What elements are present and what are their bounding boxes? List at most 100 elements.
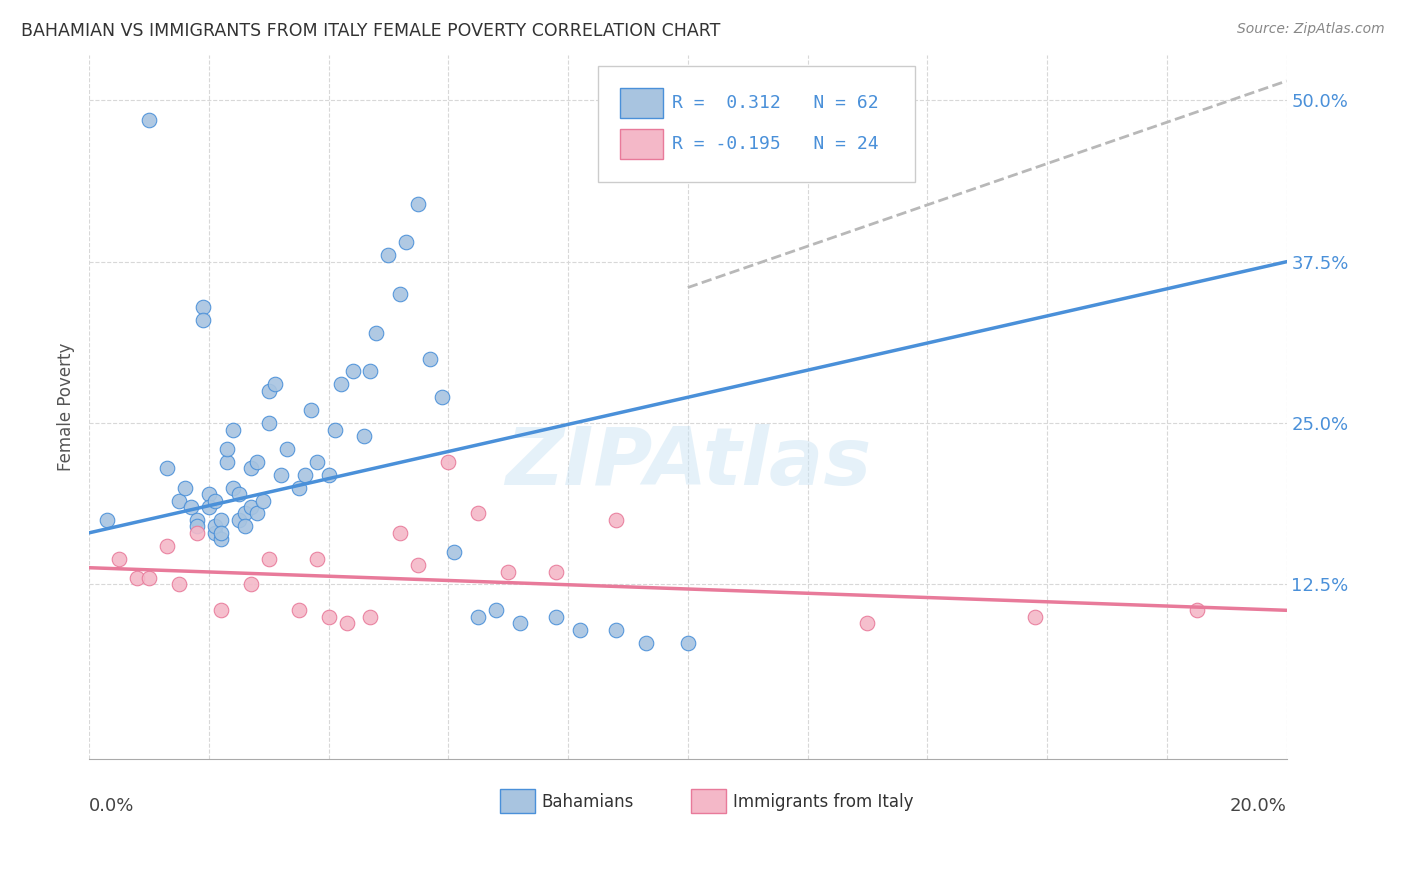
Point bbox=[569, 623, 592, 637]
Point bbox=[287, 481, 309, 495]
Point bbox=[676, 635, 699, 649]
Point bbox=[634, 635, 657, 649]
FancyBboxPatch shape bbox=[499, 789, 534, 813]
Point bbox=[335, 616, 357, 631]
Point bbox=[546, 609, 568, 624]
Point bbox=[138, 571, 160, 585]
Point bbox=[257, 551, 280, 566]
Point bbox=[108, 551, 131, 566]
Point bbox=[408, 558, 430, 573]
Text: Source: ZipAtlas.com: Source: ZipAtlas.com bbox=[1237, 22, 1385, 37]
Point bbox=[287, 603, 309, 617]
Point bbox=[329, 377, 352, 392]
Point bbox=[305, 551, 328, 566]
Point bbox=[204, 519, 226, 533]
Text: Immigrants from Italy: Immigrants from Italy bbox=[734, 793, 914, 811]
Point bbox=[305, 455, 328, 469]
Point bbox=[252, 493, 274, 508]
Point bbox=[246, 507, 269, 521]
Point bbox=[222, 481, 245, 495]
Text: BAHAMIAN VS IMMIGRANTS FROM ITALY FEMALE POVERTY CORRELATION CHART: BAHAMIAN VS IMMIGRANTS FROM ITALY FEMALE… bbox=[21, 22, 720, 40]
Point bbox=[204, 493, 226, 508]
Point bbox=[138, 112, 160, 127]
Point bbox=[233, 507, 256, 521]
Point bbox=[437, 455, 460, 469]
Point bbox=[342, 364, 364, 378]
Point bbox=[318, 467, 340, 482]
Point bbox=[1185, 603, 1208, 617]
Point bbox=[294, 467, 316, 482]
FancyBboxPatch shape bbox=[620, 88, 662, 118]
Point bbox=[198, 487, 221, 501]
Point bbox=[257, 416, 280, 430]
Point bbox=[318, 609, 340, 624]
Text: 0.0%: 0.0% bbox=[89, 797, 135, 815]
Point bbox=[605, 623, 627, 637]
Point bbox=[228, 487, 250, 501]
Point bbox=[360, 609, 382, 624]
Text: R = -0.195   N = 24: R = -0.195 N = 24 bbox=[672, 135, 879, 153]
Point bbox=[209, 603, 232, 617]
Point bbox=[186, 519, 208, 533]
Point bbox=[546, 565, 568, 579]
Point bbox=[389, 525, 412, 540]
FancyBboxPatch shape bbox=[598, 66, 915, 182]
Point bbox=[173, 481, 195, 495]
Point bbox=[276, 442, 298, 456]
Text: Bahamians: Bahamians bbox=[541, 793, 634, 811]
Point bbox=[209, 533, 232, 547]
Point bbox=[198, 500, 221, 514]
Point bbox=[167, 577, 190, 591]
FancyBboxPatch shape bbox=[692, 789, 725, 813]
Point bbox=[233, 519, 256, 533]
Point bbox=[209, 513, 232, 527]
Point bbox=[215, 442, 238, 456]
Point bbox=[239, 500, 262, 514]
Point bbox=[467, 507, 489, 521]
Point bbox=[191, 300, 214, 314]
Point bbox=[239, 461, 262, 475]
Y-axis label: Female Poverty: Female Poverty bbox=[58, 343, 75, 471]
Point bbox=[467, 609, 489, 624]
Point bbox=[257, 384, 280, 398]
Point bbox=[186, 513, 208, 527]
Point bbox=[215, 455, 238, 469]
Point bbox=[180, 500, 202, 514]
Point bbox=[156, 461, 179, 475]
Point bbox=[432, 390, 454, 404]
Point bbox=[96, 513, 118, 527]
Point bbox=[204, 525, 226, 540]
Point bbox=[443, 545, 465, 559]
Point bbox=[360, 364, 382, 378]
Point bbox=[323, 423, 346, 437]
Point bbox=[1024, 609, 1046, 624]
Point bbox=[389, 287, 412, 301]
Text: ZIPAtlas: ZIPAtlas bbox=[505, 425, 870, 502]
Point bbox=[353, 429, 375, 443]
Point bbox=[246, 455, 269, 469]
FancyBboxPatch shape bbox=[620, 129, 662, 159]
Point bbox=[299, 403, 322, 417]
Point bbox=[167, 493, 190, 508]
Point bbox=[239, 577, 262, 591]
Point bbox=[222, 423, 245, 437]
Point bbox=[496, 565, 519, 579]
Point bbox=[395, 235, 418, 250]
Point bbox=[605, 513, 627, 527]
Text: 20.0%: 20.0% bbox=[1230, 797, 1286, 815]
Point bbox=[856, 616, 879, 631]
Text: R =  0.312   N = 62: R = 0.312 N = 62 bbox=[672, 94, 879, 112]
Point bbox=[377, 248, 399, 262]
Point bbox=[191, 313, 214, 327]
Point bbox=[366, 326, 388, 340]
Point bbox=[485, 603, 508, 617]
Point bbox=[209, 525, 232, 540]
Point bbox=[263, 377, 285, 392]
Point bbox=[270, 467, 292, 482]
Point bbox=[419, 351, 441, 366]
Point bbox=[228, 513, 250, 527]
Point bbox=[509, 616, 531, 631]
Point bbox=[125, 571, 148, 585]
Point bbox=[408, 196, 430, 211]
Point bbox=[156, 539, 179, 553]
